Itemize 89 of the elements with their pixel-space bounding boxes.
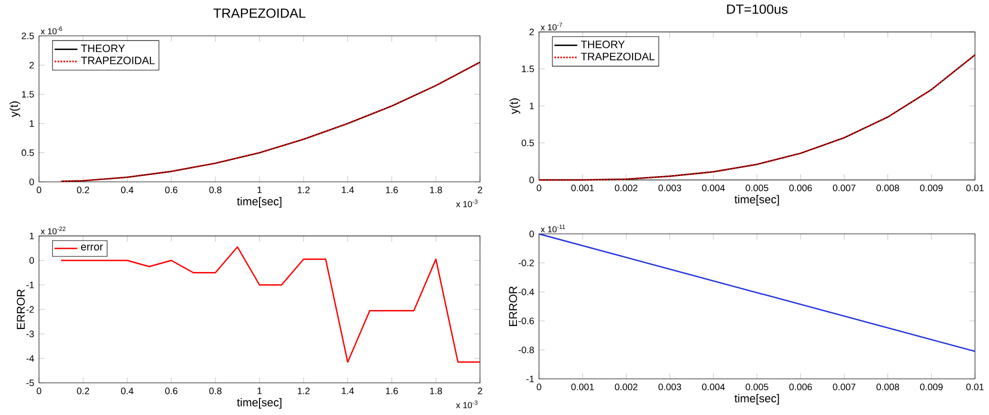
y-tick-label: -0.2 bbox=[518, 260, 534, 266]
x-tick-label: 0.008 bbox=[876, 384, 900, 390]
text: x 10$^{-22}$ bbox=[40, 226, 66, 234]
y-tick-label: 0 bbox=[529, 176, 534, 184]
x-tick-label: 0.6 bbox=[165, 186, 178, 194]
x-axis-title: time[sec] bbox=[734, 195, 779, 206]
y-tick-label: 1.5 bbox=[22, 91, 34, 98]
text: x 10$^{-11}$ bbox=[540, 224, 566, 232]
x-tick-label: 0.006 bbox=[789, 184, 812, 192]
y-tick-label: -4 bbox=[26, 355, 34, 362]
chart-title: DT=100us bbox=[727, 4, 788, 14]
x-tick-label: 0.008 bbox=[876, 184, 900, 192]
y-tick-label: -1 bbox=[526, 376, 534, 382]
text: x 10$^{-3}$ bbox=[456, 200, 478, 208]
x-tick-label: 0.002 bbox=[614, 384, 638, 390]
legend-label: error bbox=[81, 244, 103, 250]
x-tick-label: 0.005 bbox=[746, 384, 768, 390]
y-axis-title: ERROR bbox=[16, 290, 25, 329]
x-tick-label: 0.2 bbox=[76, 388, 90, 394]
y-tick-label: 1 bbox=[30, 120, 34, 127]
x-tick-label: 0.004 bbox=[702, 384, 725, 390]
x-tick-label: 0.003 bbox=[658, 384, 682, 390]
x-tick-label: 0.006 bbox=[789, 384, 812, 390]
y-tick-label: -2 bbox=[26, 306, 34, 313]
x-axis-title: time[sec] bbox=[237, 197, 282, 208]
y-tick-label: -5 bbox=[26, 380, 34, 386]
y-tick-label: 2 bbox=[30, 62, 34, 68]
x-tick-label: 1.6 bbox=[386, 186, 398, 194]
legend-label: TRAPEZOIDAL bbox=[81, 56, 155, 64]
x-tick-label: 0 bbox=[536, 384, 542, 390]
x-tick-label: 2 bbox=[478, 388, 482, 394]
x-tick-label: 0.4 bbox=[121, 388, 134, 394]
x-tick-label: 0 bbox=[536, 184, 542, 192]
y-tick-label: -0.8 bbox=[518, 346, 534, 354]
y-axis-title: y(t) bbox=[510, 98, 520, 114]
legend-label: THEORY bbox=[81, 44, 125, 52]
x-tick-label: 0.007 bbox=[832, 184, 856, 192]
y-tick-label: 2.5 bbox=[22, 32, 34, 40]
x-tick-label: 0.005 bbox=[746, 184, 768, 192]
legend-label: TRAPEZOIDAL bbox=[580, 52, 654, 60]
x-tick-label: 0.001 bbox=[571, 184, 594, 192]
x-tick-label: 0.01 bbox=[966, 184, 984, 192]
text: x 10$^{-6}$ bbox=[40, 26, 62, 34]
x-tick-label: 1.2 bbox=[298, 186, 310, 194]
x-tick-label: 0.004 bbox=[702, 184, 725, 192]
y-tick-label: 1 bbox=[30, 232, 34, 240]
y-tick-label: 0.5 bbox=[22, 149, 34, 156]
x-tick-label: 0.002 bbox=[614, 184, 638, 192]
x-tick-label: 0 bbox=[36, 388, 42, 394]
x-tick-label: 0.009 bbox=[920, 184, 943, 192]
y-tick-label: 1 bbox=[530, 102, 534, 110]
x-tick-label: 0.001 bbox=[571, 384, 594, 390]
y-tick-label: 0 bbox=[29, 257, 34, 264]
y-tick-label: 0.5 bbox=[522, 140, 534, 146]
x-tick-label: 1 bbox=[258, 186, 262, 194]
x-tick-label: 0.01 bbox=[966, 384, 984, 390]
x-tick-label: 0.6 bbox=[165, 388, 178, 394]
y-tick-label: -0.4 bbox=[518, 288, 534, 296]
x-tick-label: 0.007 bbox=[832, 384, 856, 390]
x-tick-label: 0.2 bbox=[76, 186, 90, 194]
x-tick-label: 0.4 bbox=[121, 186, 134, 194]
y-tick-label: 0 bbox=[529, 230, 534, 238]
text: x 10$^{-7}$ bbox=[540, 22, 562, 30]
x-tick-label: 0.8 bbox=[209, 186, 222, 194]
x-tick-label: 0 bbox=[36, 186, 42, 194]
y-axis-title: y(t) bbox=[10, 101, 20, 118]
chart-title: TRAPEZOIDAL bbox=[213, 8, 306, 18]
text: x 10$^{-3}$ bbox=[456, 400, 478, 408]
x-tick-label: 1.8 bbox=[430, 388, 442, 394]
x-axis-title: time[sec] bbox=[734, 394, 779, 405]
x-tick-label: 1.2 bbox=[298, 388, 310, 394]
y-tick-label: -1 bbox=[26, 282, 34, 288]
y-tick-label: 0 bbox=[29, 178, 34, 186]
x-tick-label: 0.009 bbox=[920, 384, 943, 390]
x-tick-label: 1.4 bbox=[342, 388, 354, 394]
x-tick-label: 1 bbox=[258, 388, 262, 394]
x-tick-label: 0.8 bbox=[209, 388, 222, 394]
y-axis-title: ERROR bbox=[509, 286, 518, 326]
x-axis-title: time[sec] bbox=[236, 398, 282, 409]
y-tick-label: 1.5 bbox=[522, 66, 534, 72]
y-tick-label: 2 bbox=[530, 28, 534, 36]
x-tick-label: 1.6 bbox=[386, 388, 398, 394]
x-tick-label: 1.8 bbox=[430, 186, 442, 194]
legend-label: THEORY bbox=[580, 40, 625, 48]
y-tick-label: -0.6 bbox=[518, 318, 534, 324]
x-tick-label: 2 bbox=[478, 186, 482, 194]
x-tick-label: 1.4 bbox=[342, 186, 354, 194]
x-tick-label: 0.003 bbox=[658, 184, 682, 192]
y-tick-label: -3 bbox=[26, 330, 34, 338]
